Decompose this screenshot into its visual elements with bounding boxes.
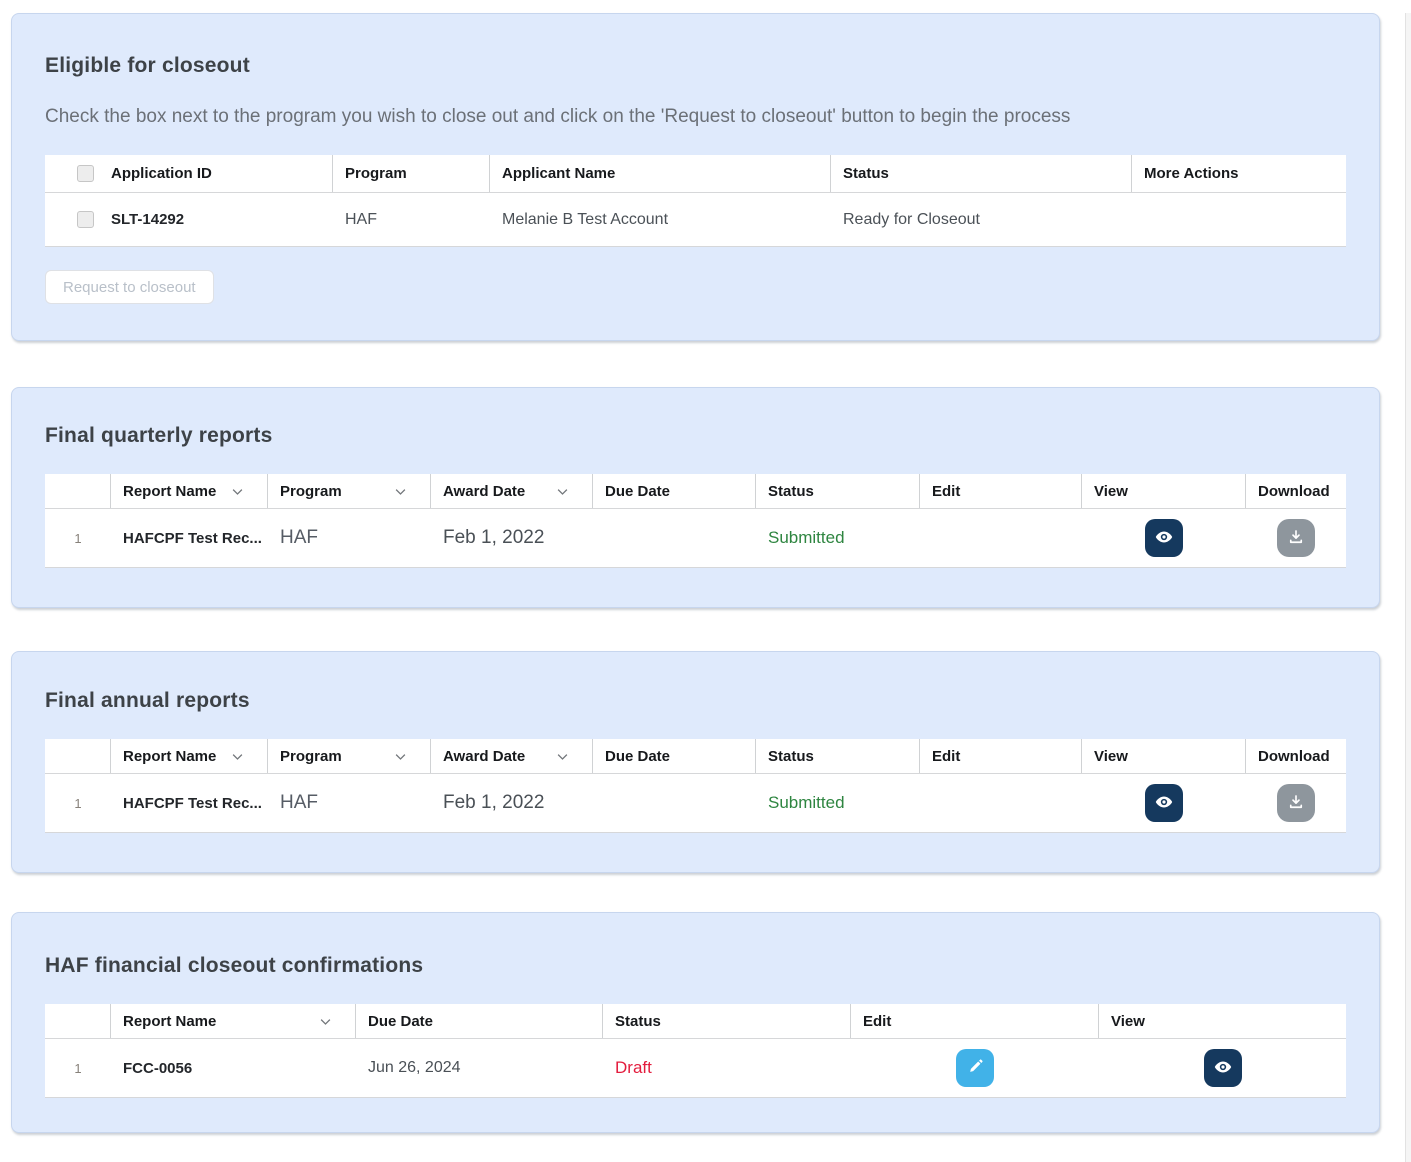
column-row-number [45,1004,111,1038]
chevron-down-icon[interactable] [230,484,245,499]
download-button[interactable] [1277,519,1315,557]
select-all-checkbox[interactable] [77,165,94,182]
column-program: Program [333,155,490,192]
haf-financial-closeout-title: HAF financial closeout confirmations [45,954,424,977]
final-quarterly-header: Report Name Program Award Date Due Date … [45,474,1346,509]
download-cell [1246,784,1346,822]
column-edit: Edit [920,474,1082,508]
column-due-date: Due Date [356,1004,603,1038]
view-button[interactable] [1203,1049,1242,1087]
fcc-row: 1 FCC-0056 Jun 26, 2024 Draft [45,1039,1346,1098]
column-edit: Edit [920,739,1082,773]
final-quarterly-reports-panel: Final quarterly reports Report Name Prog… [11,387,1380,608]
column-award-date[interactable]: Award Date [431,739,593,773]
view-button[interactable] [1145,519,1183,557]
column-status: Status [603,1004,851,1038]
column-more-actions: More Actions [1144,165,1239,182]
column-view: View [1082,474,1246,508]
column-view: View [1111,1012,1145,1030]
application-id-cell: SLT-14292 [45,211,333,228]
program-cell: HAF [345,210,377,228]
column-report-name[interactable]: Report Name [111,739,268,773]
row-number: 1 [74,795,82,811]
column-download: Download [1258,482,1330,500]
status-cell: Draft [615,1058,652,1077]
column-view: View [1082,739,1246,773]
closeout-instruction: Check the box next to the program you wi… [45,106,1071,127]
column-report-name[interactable]: Report Name [111,1004,356,1038]
edit-cell [851,1049,1099,1087]
download-cell [1246,519,1346,557]
column-report-name[interactable]: Report Name [111,474,268,508]
haf-financial-closeout-panel: HAF financial closeout confirmations Rep… [11,912,1380,1133]
download-icon [1287,528,1305,549]
column-due-date: Due Date [593,474,756,508]
request-to-closeout-button[interactable]: Request to closeout [45,270,214,304]
chevron-down-icon[interactable] [230,749,245,764]
column-program[interactable]: Program [268,739,431,773]
application-id-value: SLT-14292 [111,211,185,228]
pencil-icon [967,1058,984,1078]
fcc-header: Report Name Due Date Status Edit View [45,1004,1346,1039]
chevron-down-icon[interactable] [393,484,408,499]
chevron-down-icon[interactable] [555,484,570,499]
column-applicant-name: Applicant Name [490,155,831,192]
report-name-cell: HAFCPF Test Rec... [123,529,262,547]
row-select-checkbox[interactable] [77,211,94,228]
eligible-for-closeout-panel: Eligible for closeout Check the box next… [11,13,1380,341]
download-button[interactable] [1277,784,1315,822]
award-date-cell: Feb 1, 2022 [443,792,545,813]
column-status: Status [756,474,920,508]
column-row-number [45,739,111,773]
final-annual-header: Report Name Program Award Date Due Date … [45,739,1346,774]
column-label-application-id: Application ID [111,165,212,182]
eye-icon [1154,527,1174,550]
column-status: Status [756,739,920,773]
status-cell: Submitted [768,528,845,547]
eye-icon [1154,792,1174,815]
scrollbar-track[interactable] [1405,13,1411,1162]
fcc-table: Report Name Due Date Status Edit View 1 … [45,1004,1346,1098]
award-date-cell: Feb 1, 2022 [443,527,545,548]
due-date-cell: Jun 26, 2024 [368,1059,461,1076]
column-edit: Edit [851,1004,1099,1038]
row-number: 1 [74,1060,82,1076]
chevron-down-icon[interactable] [393,749,408,764]
program-cell: HAF [280,527,318,548]
row-number: 1 [74,530,82,546]
download-icon [1287,793,1305,814]
report-name-cell: HAFCPF Test Rec... [123,794,262,812]
status-cell: Submitted [768,793,845,812]
column-award-date[interactable]: Award Date [431,474,593,508]
final-quarterly-table: Report Name Program Award Date Due Date … [45,474,1346,568]
final-quarterly-reports-title: Final quarterly reports [45,424,273,447]
column-row-number [45,474,111,508]
final-quarterly-row: 1 HAFCPF Test Rec... HAF Feb 1, 2022 Sub… [45,509,1346,568]
eye-icon [1213,1057,1233,1080]
final-annual-reports-title: Final annual reports [45,689,250,712]
closeout-table: Application ID Program Applicant Name St… [45,155,1346,247]
column-application-id: Application ID [45,155,333,192]
closeout-table-header: Application ID Program Applicant Name St… [45,155,1346,193]
chevron-down-icon[interactable] [555,749,570,764]
column-status: Status [831,155,1132,192]
final-annual-table: Report Name Program Award Date Due Date … [45,739,1346,833]
chevron-down-icon[interactable] [318,1014,333,1029]
view-cell [1082,519,1246,557]
closeout-table-row: SLT-14292 HAF Melanie B Test Account Rea… [45,193,1346,247]
final-annual-reports-panel: Final annual reports Report Name Program… [11,651,1380,873]
view-cell [1082,784,1246,822]
view-cell [1099,1049,1346,1087]
program-cell: HAF [280,792,318,813]
final-annual-row: 1 HAFCPF Test Rec... HAF Feb 1, 2022 Sub… [45,774,1346,833]
report-name-cell: FCC-0056 [123,1059,193,1077]
applicant-name-cell: Melanie B Test Account [502,210,669,228]
view-button[interactable] [1145,784,1183,822]
edit-button[interactable] [956,1049,994,1087]
status-cell: Ready for Closeout [843,210,980,228]
column-program[interactable]: Program [268,474,431,508]
column-download: Download [1258,747,1330,765]
eligible-for-closeout-title: Eligible for closeout [45,54,250,77]
column-due-date: Due Date [593,739,756,773]
